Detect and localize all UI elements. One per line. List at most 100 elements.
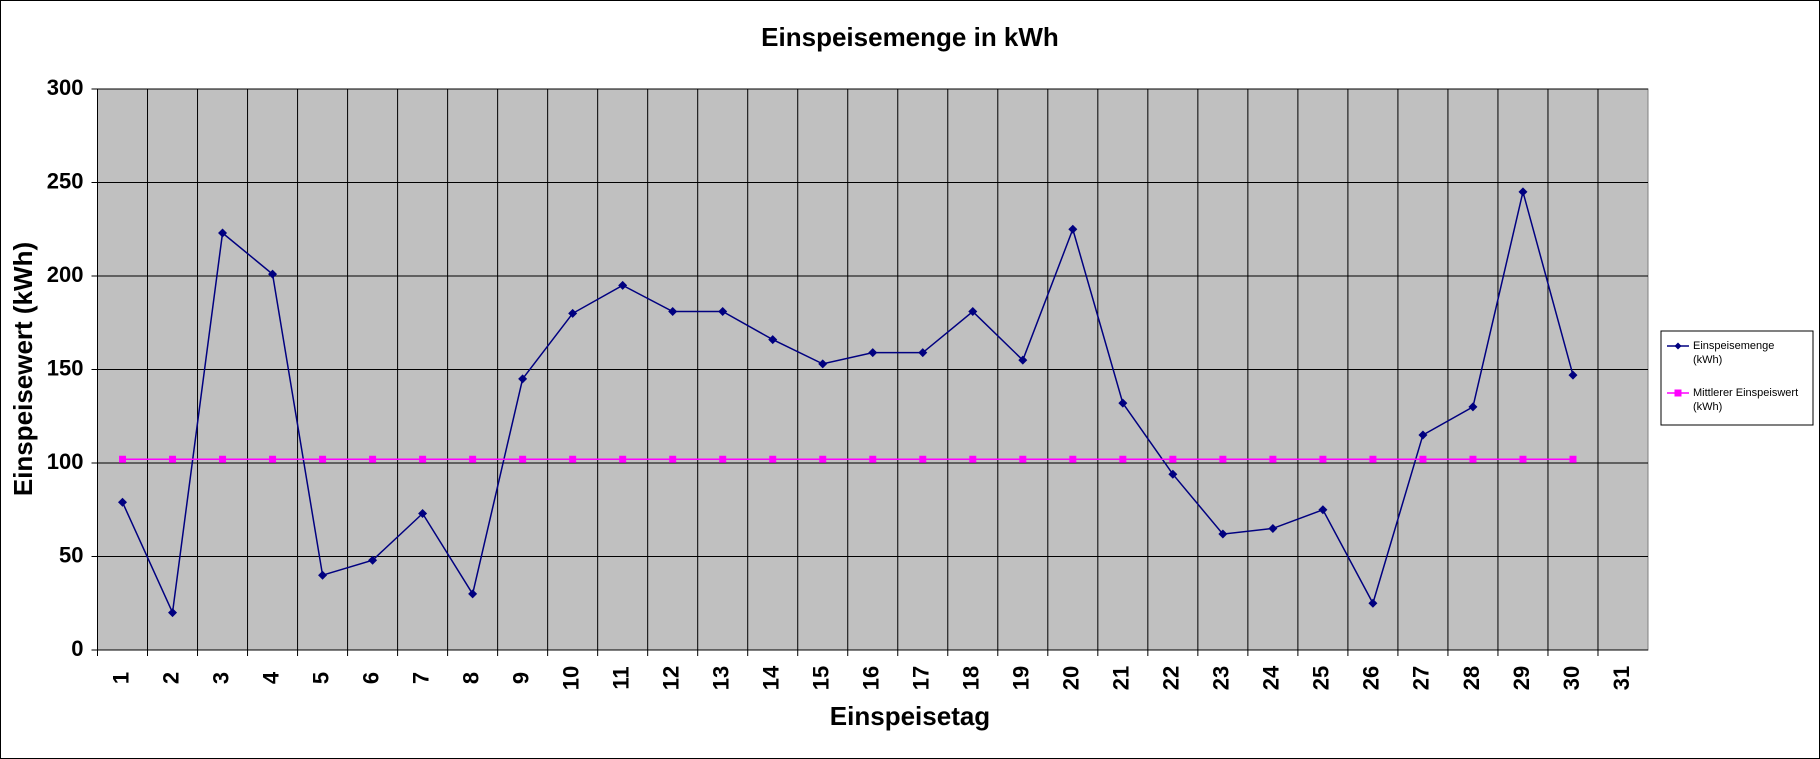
x-tick-label: 13 <box>709 666 734 690</box>
x-tick-label: 14 <box>759 665 784 690</box>
data-point <box>968 307 978 317</box>
data-point <box>619 455 627 463</box>
data-point <box>718 307 728 317</box>
chart-title: Einspeisemenge in kWh <box>761 22 1059 52</box>
data-point <box>1119 455 1127 463</box>
x-tick-label: 29 <box>1509 666 1534 690</box>
data-point <box>669 455 677 463</box>
x-tick-label: 3 <box>208 672 233 684</box>
data-point <box>1369 455 1377 463</box>
data-point <box>868 348 878 358</box>
x-tick-label: 28 <box>1459 666 1484 690</box>
x-tick-label: 24 <box>1259 665 1284 690</box>
x-tick-label: 21 <box>1109 666 1134 690</box>
data-point <box>319 455 327 463</box>
y-tick-label: 0 <box>71 636 83 661</box>
data-point <box>768 335 778 345</box>
x-tick-label: 2 <box>158 672 183 684</box>
data-point <box>1419 455 1427 463</box>
data-point <box>1568 370 1578 380</box>
legend-marker <box>1674 389 1682 397</box>
y-tick-label: 250 <box>47 168 84 193</box>
data-point <box>1269 455 1277 463</box>
x-tick-label: 16 <box>859 666 884 690</box>
x-tick-label: 22 <box>1159 666 1184 690</box>
x-tick-label: 1 <box>108 672 133 684</box>
x-tick-label: 6 <box>358 672 383 684</box>
y-tick-label: 200 <box>47 262 84 287</box>
x-tick-label: 10 <box>558 666 583 690</box>
data-point <box>869 455 877 463</box>
x-tick-label: 31 <box>1609 666 1634 690</box>
data-point <box>1069 455 1077 463</box>
data-point <box>1368 598 1378 608</box>
x-tick-label: 18 <box>959 666 984 690</box>
data-point <box>118 497 128 507</box>
data-point <box>1219 455 1227 463</box>
data-point <box>1319 455 1327 463</box>
data-point <box>1018 355 1028 365</box>
data-point <box>518 374 528 384</box>
x-tick-label: 17 <box>909 666 934 690</box>
x-tick-label: 7 <box>408 672 433 684</box>
y-axis-label: Einspeisewert (kWh) <box>8 242 38 496</box>
x-tick-label: 20 <box>1059 666 1084 690</box>
data-point <box>168 608 178 618</box>
data-point <box>219 455 227 463</box>
x-tick-label: 15 <box>809 666 834 690</box>
x-tick-label: 12 <box>658 666 683 690</box>
data-point <box>1168 469 1178 479</box>
data-point <box>918 348 928 358</box>
x-tick-label: 25 <box>1309 666 1334 690</box>
data-point <box>1218 529 1228 539</box>
x-tick-label: 30 <box>1559 666 1584 690</box>
x-tick-label: 5 <box>308 672 333 684</box>
data-point <box>418 508 428 518</box>
data-point <box>819 455 827 463</box>
data-point <box>369 455 377 463</box>
x-tick-label: 9 <box>508 672 533 684</box>
data-point <box>519 455 527 463</box>
data-point <box>1569 455 1577 463</box>
data-point <box>318 570 328 580</box>
x-tick-label: 23 <box>1209 666 1234 690</box>
data-point <box>269 455 277 463</box>
data-point <box>419 455 427 463</box>
data-point <box>818 359 828 369</box>
data-point <box>1068 224 1078 234</box>
data-point <box>1268 523 1278 533</box>
data-point <box>468 589 478 599</box>
data-point <box>1468 402 1478 412</box>
data-point <box>268 269 278 279</box>
x-tick-label: 8 <box>458 672 483 684</box>
data-point <box>568 308 578 318</box>
data-point <box>1118 398 1128 408</box>
legend-label: Einspeisemenge (kWh) <box>1693 340 1774 366</box>
data-point <box>1518 187 1528 197</box>
data-point <box>469 455 477 463</box>
legend-label: Mittlerer Einspeiswert (kWh) <box>1693 387 1798 413</box>
data-point <box>668 307 678 317</box>
data-point <box>719 455 727 463</box>
x-axis-label: Einspeisetag <box>830 701 990 731</box>
x-tick-label: 11 <box>608 666 633 689</box>
y-tick-label: 100 <box>47 449 84 474</box>
data-point <box>1019 455 1027 463</box>
x-tick-label: 19 <box>1009 666 1034 690</box>
legend-marker <box>1674 342 1682 350</box>
data-point <box>119 455 127 463</box>
data-point <box>569 455 577 463</box>
x-tick-label: 4 <box>258 671 283 684</box>
data-point <box>1169 455 1177 463</box>
x-tick-label: 26 <box>1359 666 1384 690</box>
y-tick-label: 50 <box>59 542 83 567</box>
x-tick-label: 27 <box>1409 666 1434 690</box>
data-point <box>218 228 228 238</box>
data-point <box>169 455 177 463</box>
data-point <box>1418 430 1428 440</box>
data-point <box>969 455 977 463</box>
y-tick-label: 150 <box>47 355 84 380</box>
data-point <box>769 455 777 463</box>
data-point <box>1318 505 1328 515</box>
